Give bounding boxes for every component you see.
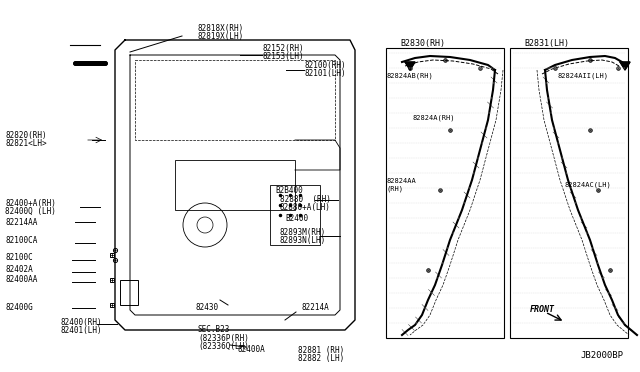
Text: 82824AC(LH): 82824AC(LH) bbox=[565, 182, 612, 188]
Text: 82100C: 82100C bbox=[5, 253, 33, 263]
Text: B2400: B2400 bbox=[285, 214, 308, 222]
Text: JB2000BP: JB2000BP bbox=[580, 350, 623, 359]
Text: 82430: 82430 bbox=[195, 304, 218, 312]
Text: 82401(LH): 82401(LH) bbox=[60, 326, 102, 334]
Text: 82214A: 82214A bbox=[302, 304, 330, 312]
Text: 82400A: 82400A bbox=[238, 346, 266, 355]
Polygon shape bbox=[405, 62, 415, 70]
Text: SEC.B23: SEC.B23 bbox=[198, 326, 230, 334]
Text: 82819X(LH): 82819X(LH) bbox=[198, 32, 244, 41]
Text: B2831(LH): B2831(LH) bbox=[524, 38, 569, 48]
Text: 82400Q (LH): 82400Q (LH) bbox=[5, 206, 56, 215]
Text: 82400AA: 82400AA bbox=[5, 276, 37, 285]
Text: 82893N(LH): 82893N(LH) bbox=[280, 235, 326, 244]
Bar bbox=[510, 48, 628, 338]
Text: 82100(RH): 82100(RH) bbox=[305, 61, 347, 70]
Text: 82824A(RH): 82824A(RH) bbox=[413, 115, 456, 121]
Text: B2B400: B2B400 bbox=[275, 186, 303, 195]
Bar bbox=[386, 48, 504, 338]
Text: 82101(LH): 82101(LH) bbox=[305, 68, 347, 77]
Text: 82824AA
(RH): 82824AA (RH) bbox=[387, 178, 417, 192]
Text: 82152(RH): 82152(RH) bbox=[263, 44, 305, 52]
Text: 82214AA: 82214AA bbox=[5, 218, 37, 227]
Text: FRONT: FRONT bbox=[530, 305, 555, 314]
Text: 82400+A(RH): 82400+A(RH) bbox=[5, 199, 56, 208]
Text: 82821<LH>: 82821<LH> bbox=[5, 138, 47, 148]
Bar bbox=[175, 160, 295, 210]
Text: (82336Q(LH): (82336Q(LH) bbox=[198, 341, 249, 350]
Bar bbox=[120, 280, 138, 305]
Text: 82400(RH): 82400(RH) bbox=[60, 317, 102, 327]
Text: 82893M(RH): 82893M(RH) bbox=[280, 228, 326, 237]
Text: 82880  (RH): 82880 (RH) bbox=[280, 195, 331, 203]
Text: 82824AB(RH): 82824AB(RH) bbox=[387, 73, 434, 79]
Text: 82824AII(LH): 82824AII(LH) bbox=[558, 73, 609, 79]
Text: 82820(RH): 82820(RH) bbox=[5, 131, 47, 140]
Text: B2830(RH): B2830(RH) bbox=[400, 38, 445, 48]
Text: 82153(LH): 82153(LH) bbox=[263, 51, 305, 61]
Text: 82881 (RH): 82881 (RH) bbox=[298, 346, 344, 355]
Text: 82880+A(LH): 82880+A(LH) bbox=[280, 202, 331, 212]
Text: (82336P(RH): (82336P(RH) bbox=[198, 334, 249, 343]
Text: 82402A: 82402A bbox=[5, 266, 33, 275]
Text: 82818X(RH): 82818X(RH) bbox=[198, 23, 244, 32]
Text: 82400G: 82400G bbox=[5, 304, 33, 312]
Text: 82100CA: 82100CA bbox=[5, 235, 37, 244]
Bar bbox=[270, 185, 320, 245]
Text: 82882 (LH): 82882 (LH) bbox=[298, 353, 344, 362]
Polygon shape bbox=[620, 62, 630, 70]
